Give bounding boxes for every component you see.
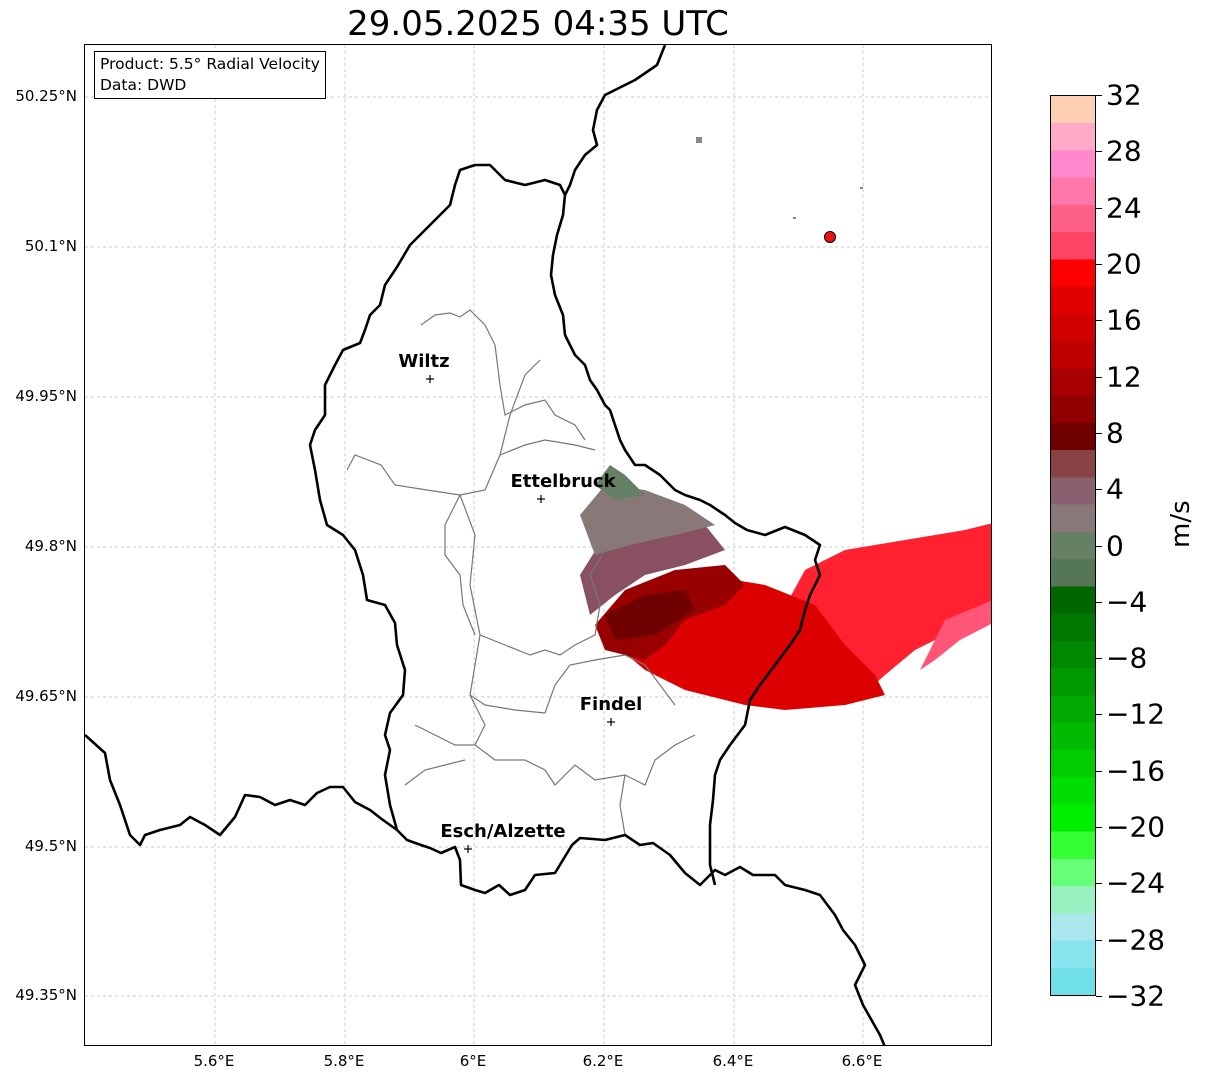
echo-speckle [860,187,863,189]
map-canvas [85,45,991,1045]
colorbar-tick-label: −20 [1106,810,1166,844]
echo-darkest-red [605,590,695,640]
lat-tick-label: 49.8°N [24,537,77,555]
lat-tick-label: 49.95°N [15,387,77,405]
colorbar-tick-label: −28 [1106,923,1166,957]
colorbar-tick [1096,939,1102,941]
city-marker-wiltz [426,375,434,383]
gridlines [85,45,991,1045]
city-label-findel: Findel [579,694,643,715]
colorbar-tick-label: 8 [1106,416,1124,450]
colorbar-tick [1096,827,1102,829]
city-label-wiltz: Wiltz [398,351,450,372]
echo-gray [580,485,715,555]
colorbar-tick-label: −4 [1106,585,1148,619]
lat-tick-label: 50.25°N [15,87,77,105]
colorbar-tick-label: 24 [1106,191,1142,225]
city-markers [426,375,615,853]
colorbar-tick-label: 12 [1106,360,1142,394]
colorbar-tick-label: 20 [1106,247,1142,281]
product-info-box: Product: 5.5° Radial Velocity Data: DWD [94,51,326,99]
echo-speckle [696,137,702,143]
radar-map[interactable] [84,44,992,1046]
colorbar-tick [1096,376,1102,378]
echo-pink-edge [920,600,991,670]
echo-speckle [793,217,796,219]
colorbar-tick [1096,883,1102,885]
lon-tick-label: 5.6°E [193,1052,235,1070]
lat-tick-label: 49.5°N [24,837,77,855]
data-source-label: Data: DWD [100,76,187,94]
lat-tick-label: 49.65°N [15,687,77,705]
city-marker-esch [464,845,472,853]
canton-boundaries [346,309,696,836]
colorbar-tick-label: 0 [1106,529,1124,562]
echo-green-gray [595,465,645,500]
radar-echo [580,465,991,710]
lon-tick-label: 6.4°E [712,1052,754,1070]
colorbar-tick [1096,714,1102,716]
lat-tick-label: 49.35°N [15,986,77,1004]
colorbar-unit-label: m/s [1166,500,1196,548]
city-label-esch: Esch/Alzette [440,821,566,842]
colorbar-tick [1096,151,1102,153]
colorbar-tick-label: 16 [1106,303,1142,337]
colorbar-tick-label: −12 [1106,697,1166,731]
lon-tick-label: 5.8°E [323,1052,365,1070]
colorbar-tick-label: −24 [1106,866,1166,900]
colorbar-tick [1096,996,1102,997]
colorbar-tick-label: 4 [1106,472,1124,506]
colorbar-tick [1096,207,1102,209]
radar-site-marker[interactable] [824,231,836,243]
colorbar-tick [1096,545,1102,547]
colorbar [1050,95,1096,996]
colorbar-tick [1096,770,1102,772]
colorbar-tick [1096,263,1102,265]
national-borders [85,45,886,1045]
colorbar-tick [1096,432,1102,434]
colorbar-tick [1096,95,1102,96]
colorbar-tick-label: −16 [1106,754,1166,788]
city-label-ettelbruck: Ettelbruck [510,471,616,492]
city-marker-findel [607,718,615,726]
map-title: 29.05.2025 04:35 UTC [347,4,729,44]
lon-tick-label: 6°E [459,1052,487,1070]
lon-tick-label: 6.6°E [841,1052,883,1070]
lat-tick-label: 50.1°N [24,237,77,255]
colorbar-tick [1096,320,1102,322]
lon-tick-label: 6.2°E [582,1052,624,1070]
colorbar-tick-label: 32 [1106,78,1142,112]
product-label: Product: 5.5° Radial Velocity [100,55,320,73]
colorbar-tick-label: −8 [1106,641,1148,675]
colorbar-tick-label: −32 [1106,979,1166,1013]
colorbar-tick [1096,601,1102,603]
colorbar-tick [1096,658,1102,660]
colorbar-tick-label: 28 [1106,134,1142,168]
city-marker-ettelbruck [537,495,545,503]
colorbar-tick [1096,489,1102,491]
